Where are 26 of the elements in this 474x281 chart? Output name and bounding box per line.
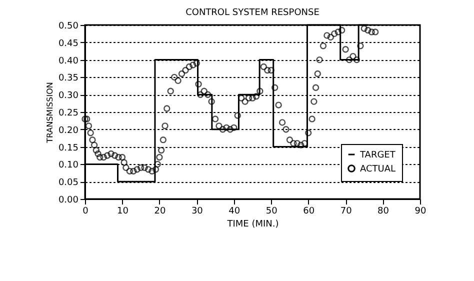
y-tick-label: 0.15 xyxy=(58,143,78,154)
y-tick-label: 0.35 xyxy=(58,74,78,84)
x-tick-label: 60 xyxy=(303,206,315,216)
x-tick-label: 80 xyxy=(378,206,390,216)
x-tick-label: 10 xyxy=(116,206,129,216)
x-tick-label: 30 xyxy=(191,206,204,216)
y-axis-title: TRANSMISSION xyxy=(45,82,54,144)
y-tick-label: 0.00 xyxy=(58,196,79,206)
x-tick-label: 40 xyxy=(228,206,240,216)
chart-title: CONTROL SYSTEM RESPONSE xyxy=(186,8,320,18)
y-tick-label: 0.30 xyxy=(58,91,79,102)
legend-label: ACTUAL xyxy=(360,164,396,174)
y-tick-label: 0.25 xyxy=(58,108,78,118)
x-tick-label: 70 xyxy=(340,206,352,216)
y-tick-label: 0.50 xyxy=(58,22,79,32)
y-tick-label: 0.40 xyxy=(58,56,79,66)
y-tick-label: 0.05 xyxy=(58,178,78,188)
y-tick-label: 0.45 xyxy=(58,38,78,49)
y-tick-label: 0.20 xyxy=(58,126,79,136)
x-tick-label: 20 xyxy=(154,206,166,216)
x-axis-title: TIME (MIN.) xyxy=(226,220,279,230)
x-tick-label: 50 xyxy=(266,206,278,216)
x-tick-label: 90 xyxy=(414,206,426,216)
y-tick-label: 0.10 xyxy=(58,160,79,171)
x-tick-label: 0 xyxy=(82,206,89,216)
legend-label: TARGET xyxy=(359,150,396,160)
